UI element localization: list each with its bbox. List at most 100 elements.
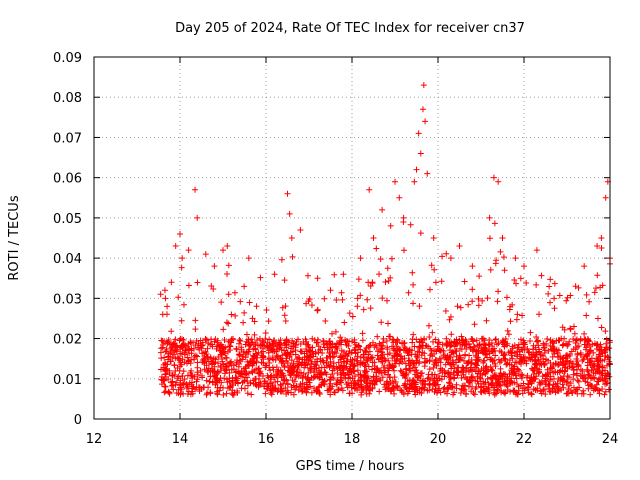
data-point xyxy=(521,347,528,354)
data-point xyxy=(511,276,518,283)
data-point xyxy=(552,380,559,387)
data-point xyxy=(536,379,543,386)
data-point xyxy=(453,368,460,375)
data-point xyxy=(375,356,382,363)
data-point xyxy=(418,390,425,397)
data-point xyxy=(296,383,303,390)
data-point xyxy=(314,275,321,282)
data-point xyxy=(307,353,314,360)
data-point xyxy=(477,375,484,382)
data-point xyxy=(451,343,458,350)
data-point xyxy=(594,315,601,322)
data-point xyxy=(506,370,513,377)
data-point xyxy=(595,376,602,383)
data-point xyxy=(537,380,544,387)
data-point xyxy=(474,342,481,349)
data-point xyxy=(454,303,461,310)
data-point xyxy=(508,378,515,385)
data-point xyxy=(527,338,534,345)
data-point xyxy=(338,341,345,348)
data-point xyxy=(286,369,293,376)
data-point xyxy=(188,339,195,346)
data-point xyxy=(538,272,545,279)
data-point xyxy=(179,255,186,262)
data-point xyxy=(280,360,287,367)
data-point xyxy=(192,186,199,193)
data-point xyxy=(547,276,554,283)
y-tick-label: 0.06 xyxy=(53,172,82,187)
data-point xyxy=(359,330,366,337)
data-point xyxy=(426,387,433,394)
data-point xyxy=(420,342,427,349)
data-point xyxy=(319,376,326,383)
data-point xyxy=(268,391,275,398)
y-tick-label: 0 xyxy=(74,413,82,428)
data-point xyxy=(432,279,439,286)
data-point xyxy=(554,354,561,361)
data-point xyxy=(383,337,390,344)
data-point xyxy=(474,378,481,385)
data-point xyxy=(601,356,608,363)
data-point xyxy=(290,391,297,398)
data-point xyxy=(176,337,183,344)
data-point xyxy=(308,302,315,309)
data-point xyxy=(358,391,365,398)
data-point xyxy=(427,345,434,352)
data-point xyxy=(551,295,558,302)
data-point xyxy=(160,341,167,348)
data-point xyxy=(267,389,274,396)
data-point xyxy=(241,385,248,392)
data-point xyxy=(339,369,346,376)
data-point xyxy=(296,369,303,376)
data-point xyxy=(406,357,413,364)
data-point xyxy=(606,373,613,380)
data-point xyxy=(249,315,256,322)
data-point xyxy=(534,338,541,345)
data-point xyxy=(504,327,511,334)
data-point xyxy=(584,356,591,363)
data-point xyxy=(278,256,285,263)
data-point xyxy=(458,333,465,340)
data-point xyxy=(450,369,457,376)
data-point xyxy=(387,379,394,386)
data-point xyxy=(299,388,306,395)
data-point xyxy=(242,374,249,381)
data-point xyxy=(517,355,524,362)
data-point xyxy=(582,378,589,385)
data-point xyxy=(381,369,388,376)
data-point xyxy=(396,360,403,367)
data-point xyxy=(355,371,362,378)
data-point xyxy=(513,389,520,396)
data-point xyxy=(471,391,478,398)
data-point xyxy=(462,390,469,397)
data-point xyxy=(202,251,209,258)
data-point xyxy=(295,362,302,369)
data-point xyxy=(249,362,256,369)
data-point xyxy=(252,381,259,388)
data-point xyxy=(602,388,609,395)
data-point xyxy=(283,377,290,384)
data-point xyxy=(431,361,438,368)
data-point xyxy=(287,362,294,369)
data-point xyxy=(546,378,553,385)
data-point xyxy=(323,363,330,370)
data-point xyxy=(313,362,320,369)
data-point xyxy=(388,255,395,262)
data-point xyxy=(171,361,178,368)
data-point xyxy=(274,353,281,360)
data-point xyxy=(501,267,508,274)
data-point xyxy=(591,289,598,296)
data-point xyxy=(163,346,170,353)
data-point xyxy=(563,379,570,386)
data-point xyxy=(494,386,501,393)
data-point xyxy=(399,340,406,347)
data-point xyxy=(373,245,380,252)
data-point xyxy=(301,360,308,367)
data-point xyxy=(470,343,477,350)
data-point xyxy=(591,385,598,392)
data-point xyxy=(175,294,182,301)
data-point xyxy=(412,379,419,386)
data-point xyxy=(175,386,182,393)
data-point xyxy=(448,331,455,338)
data-point xyxy=(357,361,364,368)
